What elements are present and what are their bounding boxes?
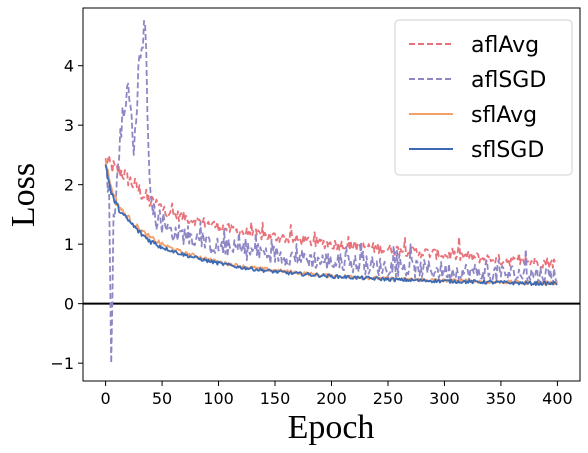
x-tick-label: 150 [260, 389, 291, 408]
y-tick-label: 3 [64, 116, 74, 135]
x-axis: 0 50 100 150 200 250 300 350 400 [100, 381, 573, 408]
y-axis: −1 0 1 2 3 4 [50, 57, 83, 373]
legend-label-sflavg: sflAvg [471, 103, 537, 128]
legend: aflAvg aflSGD sflAvg sflSGD [394, 19, 573, 176]
y-tick-label: 4 [64, 57, 74, 76]
x-tick-label: 100 [203, 389, 234, 408]
y-tick-label: 0 [64, 295, 74, 314]
x-tick-label: 200 [316, 389, 347, 408]
x-tick-label: 350 [486, 389, 517, 408]
series-layer [104, 19, 559, 365]
x-tick-label: 250 [373, 389, 404, 408]
y-axis-title: Loss [5, 163, 42, 227]
legend-label-aflsgd: aflSGD [471, 68, 546, 93]
legend-label-sflsgd: sflSGD [471, 138, 544, 163]
series-line-aflsgd [104, 19, 559, 365]
y-tick-label: 2 [64, 176, 74, 195]
x-tick-label: 300 [429, 389, 460, 408]
legend-box [394, 19, 573, 176]
x-tick-label: 50 [152, 389, 172, 408]
series-line-sflsgd [104, 164, 558, 287]
x-tick-label: 0 [100, 389, 110, 408]
legend-label-aflavg: aflAvg [471, 33, 539, 58]
y-tick-label: 1 [64, 235, 74, 254]
series-line-aflavg [104, 154, 558, 269]
y-tick-label: −1 [50, 354, 74, 373]
x-tick-label: 400 [542, 389, 573, 408]
x-axis-title: Epoch [288, 409, 375, 446]
